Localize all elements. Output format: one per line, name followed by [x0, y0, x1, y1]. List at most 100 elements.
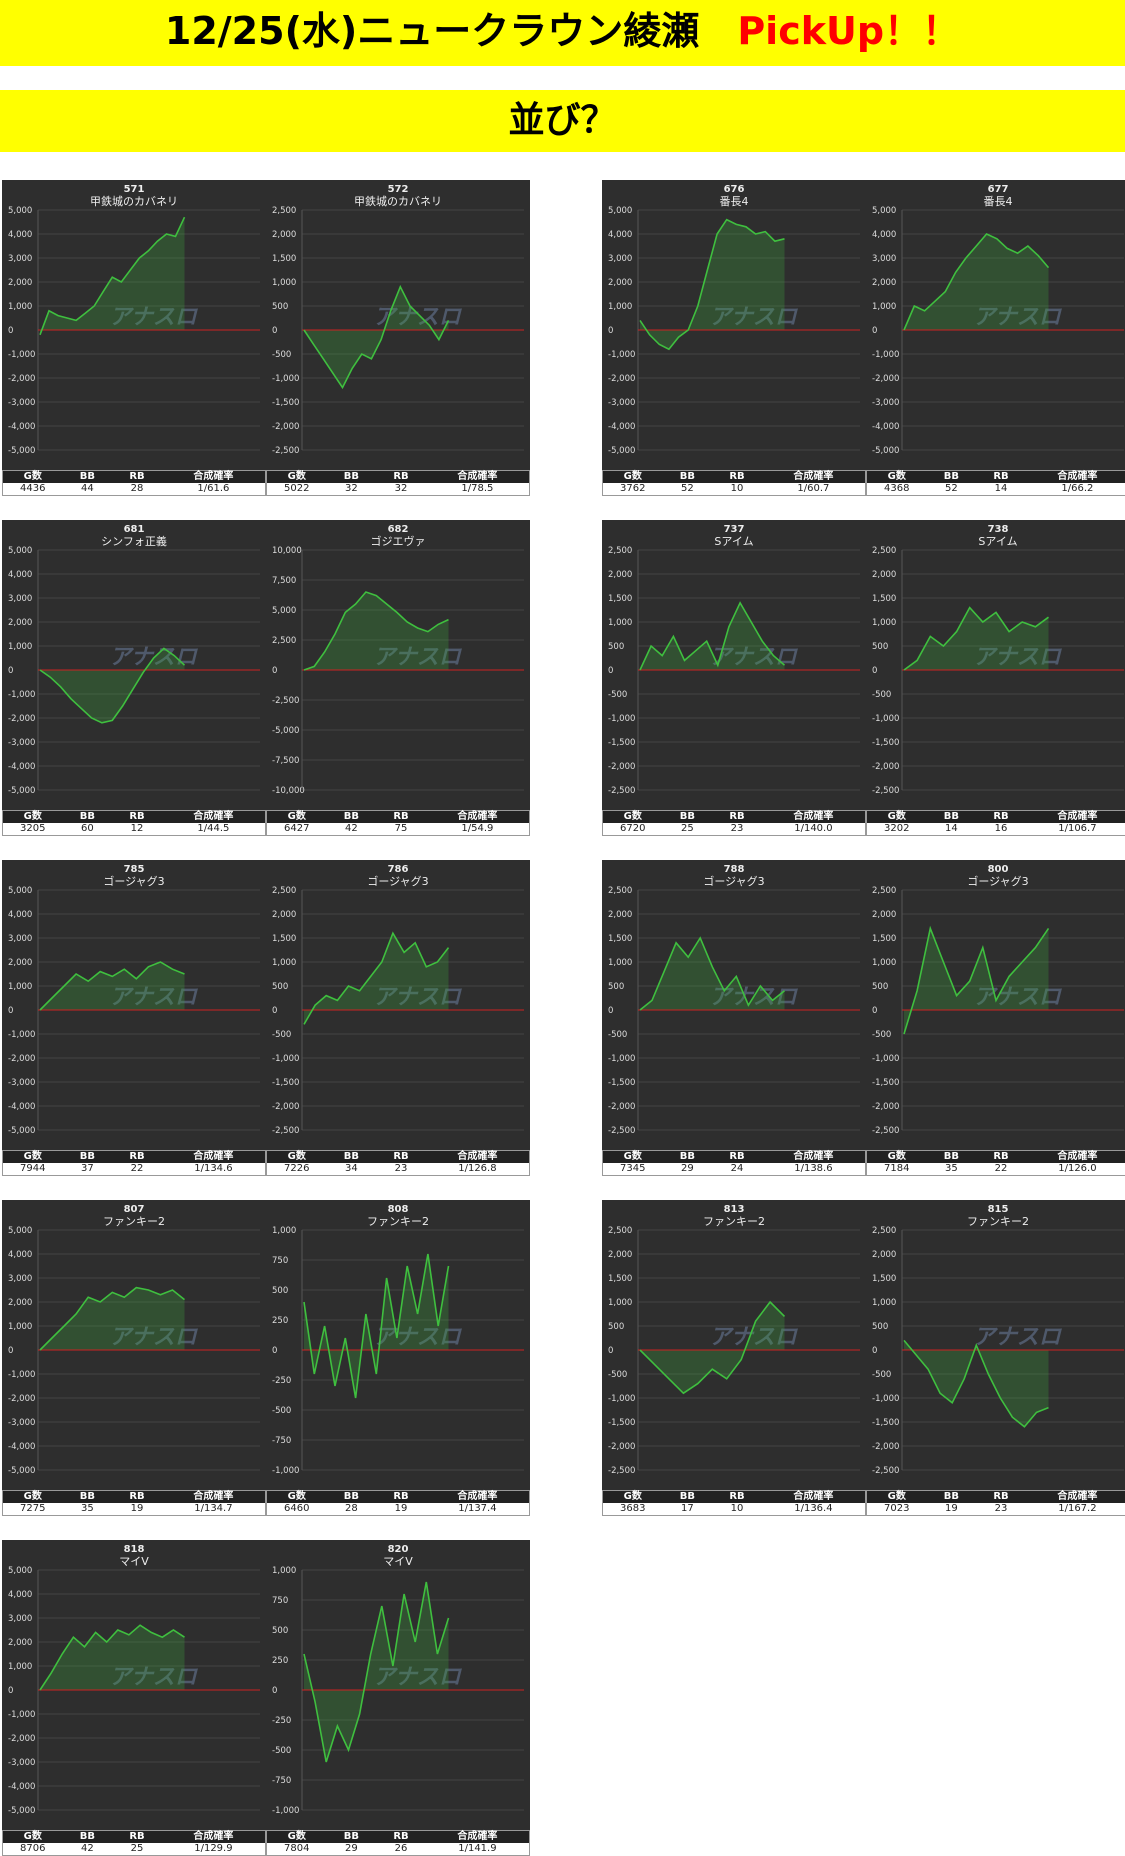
y-tick-label: -2,500 — [872, 786, 899, 796]
y-tick-label: 2,000 — [608, 1250, 632, 1260]
chart-machine-name: 番長4 — [720, 195, 749, 208]
stats-value-cell: 14 — [944, 823, 958, 834]
stats-header-row: G数 BB RB 合成確率 — [867, 1491, 1125, 1503]
stats-value-row: 7184 35 22 1/126.0 — [867, 1163, 1125, 1175]
stats-header-cell: 合成確率 — [193, 811, 234, 822]
y-tick-label: -3,000 — [8, 1078, 35, 1088]
stats-header-cell: RB — [993, 1151, 1009, 1162]
series-line — [39, 647, 186, 724]
stats-header-cell: 合成確率 — [457, 1491, 498, 1502]
stats-header-cell: RB — [129, 811, 145, 822]
y-tick-label: 2,000 — [8, 278, 32, 288]
stats-value-row: 7226 34 23 1/126.8 — [267, 1163, 529, 1175]
y-tick-label: -2,000 — [8, 714, 35, 724]
stats-value-cell: 24 — [730, 1163, 744, 1174]
y-tick-label: -5,000 — [8, 446, 35, 456]
stats-header-cell: RB — [129, 1491, 145, 1502]
chart-unit-number: 571 — [124, 184, 145, 195]
y-tick-label: 2,000 — [8, 958, 32, 968]
chart-panel-571: 571 甲鉄城のカバネリ 5,000 4,000 3,000 2,000 1,000 0 -1,… — [2, 180, 266, 496]
y-tick-label: -10,000 — [272, 786, 305, 796]
stats-table: G数 BB RB 合成確率 8706 42 25 1/129.9 — [2, 1830, 266, 1856]
y-tick-label: 2,000 — [608, 910, 632, 920]
y-tick-label: -500 — [272, 350, 291, 360]
stats-header-cell: G数 — [623, 1151, 642, 1162]
chart-unit-number: 682 — [388, 524, 409, 535]
stats-table: G数 BB RB 合成確率 6720 25 23 1/140.0 — [602, 810, 866, 836]
stats-value-cell: 1/141.9 — [458, 1843, 497, 1854]
stats-header-cell: G数 — [287, 811, 306, 822]
stats-table: G数 BB RB 合成確率 5022 32 32 1/78.5 — [266, 470, 530, 496]
series-area — [40, 1625, 185, 1690]
chart-machine-name: ファンキー2 — [103, 1215, 165, 1228]
stats-header-row: G数 BB RB 合成確率 — [3, 1491, 265, 1503]
y-tick-label: -1,000 — [872, 1054, 899, 1064]
stats-header-row: G数 BB RB 合成確率 — [3, 1151, 265, 1163]
stats-value-cell: 26 — [394, 1843, 408, 1854]
stats-header-row: G数 BB RB 合成確率 — [267, 1491, 529, 1503]
y-tick-label: -4,000 — [608, 422, 635, 432]
y-tick-label: 2,500 — [872, 546, 896, 556]
series-area — [640, 1302, 785, 1394]
y-tick-label: 2,000 — [608, 570, 632, 580]
stats-header-cell: 合成確率 — [793, 471, 834, 482]
stats-value-cell: 23 — [730, 823, 744, 834]
y-tick-label: -2,500 — [608, 1466, 635, 1476]
y-tick-label: 3,000 — [8, 1274, 32, 1284]
y-tick-label: 500 — [608, 982, 624, 992]
y-tick-label: 0 — [272, 1346, 277, 1356]
stats-header-row: G数 BB RB 合成確率 — [267, 471, 529, 483]
chart-machine-name: マイV — [383, 1555, 413, 1568]
stats-table: G数 BB RB 合成確率 4436 44 28 1/61.6 — [2, 470, 266, 496]
stats-header-cell: RB — [993, 471, 1009, 482]
y-tick-label: -500 — [872, 1030, 891, 1040]
chart-panel-682: 682 ゴジエヴァ 10,000 7,500 5,000 2,500 0 -2,500 -5,0… — [266, 520, 530, 836]
stats-table: G数 BB RB 合成確率 3683 17 10 1/136.4 — [602, 1490, 866, 1516]
y-tick-label: -4,000 — [8, 762, 35, 772]
y-tick-label: 500 — [608, 642, 624, 652]
y-tick-label: -2,500 — [272, 696, 299, 706]
watermark-logo: アナスロ — [373, 645, 463, 670]
series-line — [639, 1300, 786, 1395]
watermark-logo: アナスロ — [109, 1325, 199, 1350]
stats-header-cell: BB — [943, 811, 959, 822]
stats-header-cell: G数 — [887, 1491, 906, 1502]
watermark-logo: アナスロ — [709, 305, 799, 330]
y-tick-label: -3,000 — [8, 1758, 35, 1768]
stats-value-cell: 16 — [994, 823, 1008, 834]
watermark-logo: アナスロ — [373, 1665, 463, 1690]
y-tick-label: -5,000 — [8, 1466, 35, 1476]
stats-header-cell: RB — [729, 1491, 745, 1502]
stats-value-cell: 1/66.2 — [1061, 483, 1094, 494]
y-tick-label: 5,000 — [8, 1226, 32, 1236]
stats-value-cell: 44 — [80, 483, 94, 494]
stats-header-row: G数 BB RB 合成確率 — [3, 811, 265, 823]
stats-value-cell: 28 — [344, 1503, 358, 1514]
stats-header-row: G数 BB RB 合成確率 — [267, 1151, 529, 1163]
stats-value-cell: 1/54.9 — [461, 823, 494, 834]
stats-value-row: 7804 29 26 1/141.9 — [267, 1843, 529, 1855]
y-tick-label: -1,500 — [872, 1418, 899, 1428]
y-tick-label: -2,000 — [8, 1054, 35, 1064]
y-tick-label: 5,000 — [8, 1566, 32, 1576]
y-tick-label: -2,000 — [872, 1442, 899, 1452]
stats-value-cell: 8706 — [20, 1843, 46, 1854]
chart-machine-name: ゴージャグ3 — [103, 874, 164, 888]
chart-unit-number: 818 — [124, 1544, 145, 1555]
y-tick-label: -1,000 — [8, 1030, 35, 1040]
stats-header-row: G数 BB RB 合成確率 — [867, 811, 1125, 823]
chart-unit-number: 788 — [724, 864, 745, 875]
y-tick-label: 5,000 — [8, 206, 32, 216]
stats-value-row: 3762 52 10 1/60.7 — [603, 483, 865, 495]
series-line — [39, 961, 185, 1011]
chart-panel-813: 813 ファンキー2 2,500 2,000 1,500 1,000 500 0 -500 -1,… — [602, 1200, 866, 1516]
stats-header-cell: RB — [393, 811, 409, 822]
y-tick-label: 1,500 — [272, 254, 296, 264]
chart-unit-number: 737 — [724, 524, 745, 535]
stats-header-cell: G数 — [287, 1831, 306, 1842]
y-tick-label: -1,500 — [272, 1078, 299, 1088]
stats-value-cell: 32 — [394, 483, 408, 494]
stats-header-cell: 合成確率 — [193, 471, 234, 482]
